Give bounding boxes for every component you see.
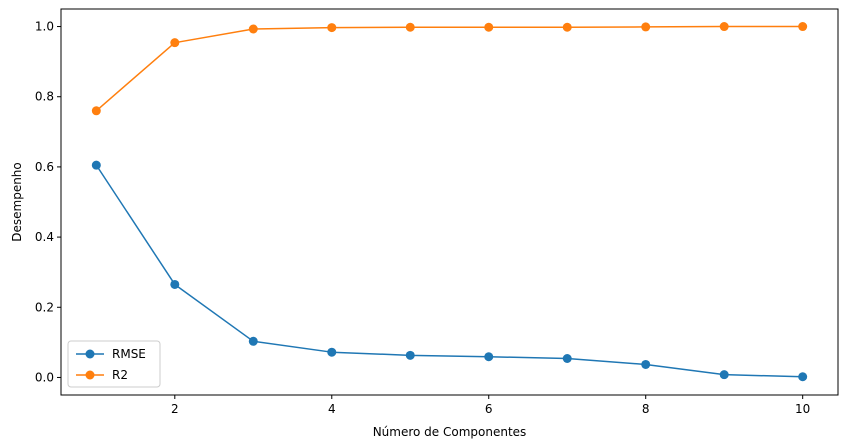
data-point-r2: [641, 22, 651, 32]
series-rmse: [91, 160, 808, 382]
data-point-r2: [562, 22, 572, 32]
data-point-r2: [484, 22, 494, 32]
x-axis-label: Número de Componentes: [373, 425, 527, 439]
y-axis-label: Desempenho: [10, 162, 24, 242]
legend-item-rmse: RMSE: [76, 347, 146, 361]
y-tick-label: 0.0: [35, 370, 54, 384]
data-point-rmse: [248, 336, 258, 346]
plot-frame: [60, 8, 839, 396]
data-point-r2: [405, 22, 415, 32]
legend-item-r2: R2: [76, 368, 128, 382]
series-layer: [91, 22, 808, 382]
data-point-rmse: [170, 279, 180, 289]
x-tick-label: 8: [642, 402, 650, 416]
data-point-rmse: [405, 350, 415, 360]
legend-marker: [85, 349, 95, 359]
y-tick-label: 0.6: [35, 160, 54, 174]
data-point-r2: [798, 22, 808, 32]
legend: RMSE R2: [67, 340, 161, 388]
x-axis: 2 4 6 8 10: [171, 395, 810, 416]
y-tick-label: 0.4: [35, 230, 54, 244]
x-tick-label: 2: [171, 402, 179, 416]
x-tick-label: 4: [328, 402, 336, 416]
y-tick-label: 0.2: [35, 300, 54, 314]
data-point-rmse: [484, 352, 494, 362]
data-point-rmse: [798, 372, 808, 382]
data-point-rmse: [327, 347, 337, 357]
y-axis: 0.0 0.2 0.4 0.6 0.8 1.0: [35, 20, 61, 384]
data-point-rmse: [91, 160, 101, 170]
plot-area: [60, 8, 839, 396]
legend-label: R2: [112, 368, 128, 382]
data-point-r2: [327, 23, 337, 33]
legend-label: RMSE: [112, 347, 146, 361]
data-point-rmse: [719, 370, 729, 380]
data-point-r2: [719, 22, 729, 32]
x-tick-label: 6: [485, 402, 493, 416]
data-point-rmse: [641, 359, 651, 369]
series-r2: [91, 22, 808, 116]
legend-marker: [85, 370, 95, 380]
data-point-r2: [170, 38, 180, 48]
data-point-r2: [248, 24, 258, 34]
y-tick-label: 0.8: [35, 90, 54, 104]
series-line-rmse: [95, 164, 803, 378]
series-line-r2: [95, 25, 803, 112]
data-point-r2: [91, 106, 101, 116]
data-point-rmse: [562, 354, 572, 364]
y-tick-label: 1.0: [35, 20, 54, 34]
x-tick-label: 10: [795, 402, 810, 416]
